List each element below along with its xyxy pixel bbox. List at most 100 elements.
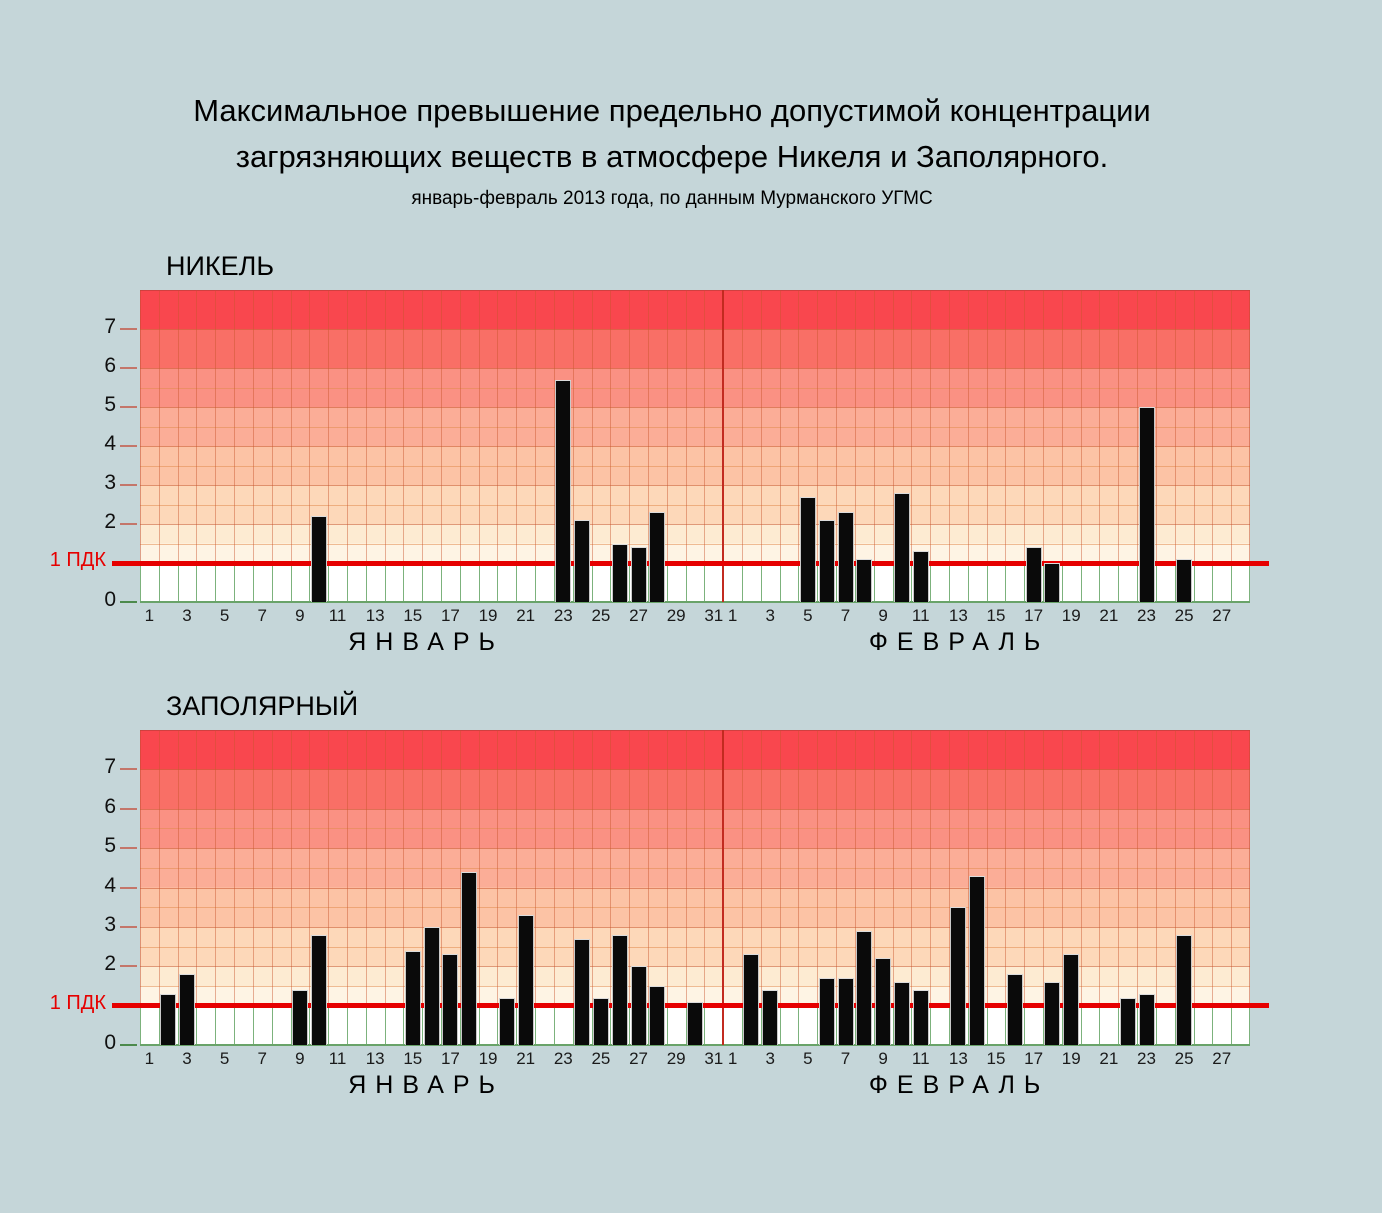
y-tick-label: 0 — [104, 588, 116, 611]
gridline-horizontal — [140, 407, 1250, 408]
gridline-vertical — [384, 730, 386, 1045]
x-tick-label: 21 — [1099, 1049, 1119, 1068]
x-tick-label: 19 — [478, 606, 498, 625]
gridline-horizontal — [140, 368, 1250, 369]
gridline-vertical — [817, 290, 819, 602]
x-tick-label: 17 — [1024, 606, 1044, 625]
bar-jan-25 — [592, 997, 609, 1045]
gridline-vertical — [478, 730, 480, 1045]
x-tick-label: 29 — [666, 1049, 686, 1068]
gridline-vertical — [1099, 290, 1101, 602]
gridline-vertical — [196, 730, 198, 1045]
chart-title-zapolyarny: ЗАПОЛЯРНЫЙ — [166, 691, 359, 721]
x-tick-label: 9 — [295, 606, 305, 625]
gridline-horizontal — [140, 329, 1250, 330]
gridline-vertical — [948, 290, 950, 602]
y-tick-mark — [120, 768, 137, 771]
x-tick-label: 27 — [1212, 606, 1232, 625]
x-tick-label: 7 — [257, 1049, 268, 1068]
x-tick-label: 5 — [219, 1049, 230, 1068]
gridline-vertical — [158, 730, 160, 1045]
bar-jan-27 — [630, 966, 647, 1045]
bar-feb-10 — [893, 492, 910, 602]
x-tick-label: 11 — [328, 606, 347, 625]
gridline-horizontal — [140, 867, 1250, 869]
gridline-vertical — [271, 730, 273, 1045]
bar-jan-26 — [611, 934, 628, 1045]
x-tick-label: 19 — [1061, 606, 1081, 625]
x-tick-label: 25 — [591, 606, 611, 625]
gridline-vertical — [591, 730, 593, 1045]
x-tick-label: 31 — [704, 606, 724, 625]
bar-jan-10 — [310, 934, 327, 1045]
x-tick-label: 23 — [1137, 1049, 1156, 1068]
pdk-threshold-line — [112, 560, 1269, 566]
bar-jan-30 — [687, 1001, 703, 1045]
gridline-horizontal — [140, 504, 1250, 506]
y-tick-label: 3 — [104, 912, 116, 936]
bar-jan-16 — [423, 926, 440, 1045]
x-tick-label: 1 — [727, 1049, 738, 1068]
gridline-vertical — [666, 290, 668, 602]
y-tick-mark — [120, 1044, 137, 1046]
y-tick-label: 7 — [104, 315, 116, 338]
gridline-vertical — [779, 290, 781, 602]
bar-feb-3 — [762, 989, 779, 1045]
gridline-vertical — [892, 290, 894, 602]
bar-feb-11 — [912, 989, 929, 1045]
gridline-vertical — [196, 290, 198, 602]
gridline-vertical — [1137, 730, 1139, 1045]
gridline-vertical — [271, 290, 273, 602]
gridline-vertical — [911, 290, 913, 602]
gridline-vertical — [873, 290, 875, 602]
y-tick-mark — [120, 965, 137, 968]
page-subtitle: январь-февраль 2013 года, по данным Мурм… — [411, 188, 933, 209]
y-tick-label: 2 — [104, 952, 116, 976]
x-tick-label: 7 — [257, 606, 268, 625]
gridline-vertical — [215, 290, 217, 602]
y-tick-mark — [120, 886, 137, 889]
gridline-vertical — [930, 290, 932, 602]
gridline-horizontal — [140, 946, 1250, 948]
gridline-vertical — [252, 290, 254, 602]
gridline-horizontal — [140, 446, 1250, 447]
gridline-vertical — [647, 290, 649, 602]
gridline-vertical — [854, 290, 856, 602]
gridline-vertical — [1137, 290, 1139, 602]
gridline-vertical — [328, 290, 330, 602]
y-tick-label: 0 — [104, 1031, 116, 1054]
plot-left-edge — [140, 290, 141, 602]
pdk-label: 1 ПДК — [49, 549, 106, 571]
bar-feb-13 — [950, 907, 967, 1045]
bar-jan-18 — [461, 871, 478, 1045]
gridline-vertical — [1118, 290, 1120, 602]
bar-feb-25 — [1176, 934, 1193, 1045]
gridline-vertical — [252, 730, 254, 1045]
pdk-label: 1 ПДК — [49, 991, 106, 1014]
gridline-vertical — [1174, 290, 1176, 602]
gridline-vertical — [346, 730, 348, 1045]
gridline-vertical — [742, 730, 744, 1045]
x-tick-label: 1 — [144, 606, 155, 625]
y-tick-label: 7 — [104, 755, 116, 779]
gridline-horizontal — [140, 769, 1250, 771]
gridline-vertical — [967, 730, 969, 1045]
gridline-vertical — [478, 290, 480, 602]
bar-feb-23 — [1138, 407, 1155, 602]
gridline-vertical — [779, 730, 781, 1045]
month-divider-line — [722, 290, 725, 602]
bar-feb-18 — [1044, 563, 1061, 602]
bar-feb-9 — [875, 958, 892, 1045]
gridline-horizontal — [140, 485, 1250, 486]
gridline-vertical — [1061, 290, 1063, 602]
gridline-vertical — [234, 730, 236, 1045]
x-tick-label: 1 — [144, 1049, 155, 1068]
bar-feb-2 — [743, 954, 760, 1045]
gridline-vertical — [854, 730, 856, 1045]
month-label: ЯНВАРЬ — [348, 1071, 504, 1099]
bar-jan-21 — [517, 915, 534, 1045]
x-tick-label: 5 — [803, 606, 813, 625]
plot-top-edge — [140, 290, 1250, 291]
gridline-vertical — [234, 290, 236, 602]
